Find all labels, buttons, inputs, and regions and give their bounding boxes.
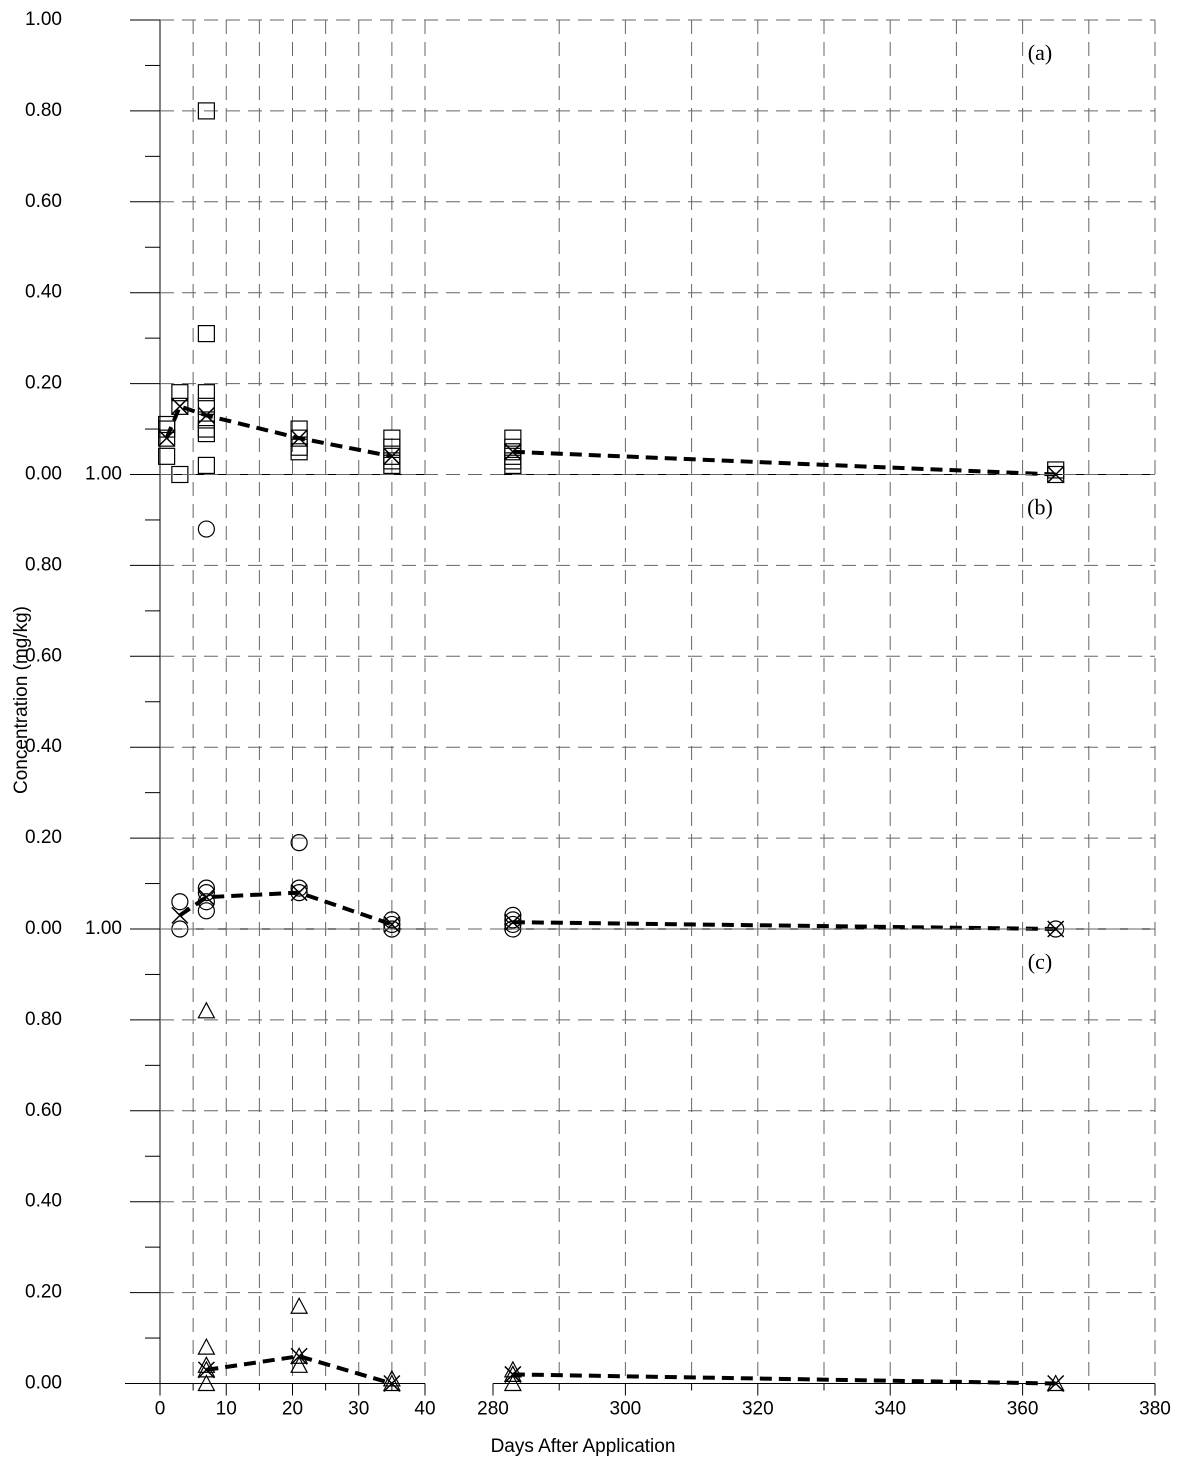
sample-point	[197, 411, 215, 429]
y-tick-label: 1.00	[85, 918, 122, 939]
sample-point	[290, 1296, 309, 1314]
sample-point	[290, 879, 308, 897]
mean-marker	[504, 1365, 522, 1383]
y-tick-label: 0.00	[25, 464, 62, 485]
sample-point	[197, 420, 215, 438]
sample-point	[197, 884, 215, 902]
y-tick-label: 0.00	[25, 918, 62, 939]
y-tick-label: 0.20	[25, 373, 62, 394]
mean-marker	[290, 429, 308, 447]
y-tick-label: 0.80	[25, 1009, 62, 1030]
x-tick-label: 10	[216, 1399, 237, 1420]
sample-point	[197, 424, 215, 443]
sample-point	[197, 456, 215, 475]
sample-point	[197, 520, 215, 538]
sample-point	[197, 325, 215, 343]
sample-point	[197, 1374, 216, 1392]
mean-marker	[158, 429, 176, 447]
sample-point	[171, 384, 189, 402]
sample-point	[383, 429, 401, 447]
mean-line	[206, 1354, 393, 1386]
mean-line	[178, 890, 393, 927]
mean-marker	[197, 1361, 215, 1379]
x-tick-label: 40	[414, 1399, 435, 1420]
mean-marker	[1047, 1374, 1065, 1393]
sample-point	[197, 102, 215, 120]
mean-marker	[197, 406, 215, 424]
sample-point	[290, 420, 308, 438]
y-tick-label: 0.80	[25, 554, 62, 575]
x-tick-label: 20	[282, 1399, 303, 1420]
mean-marker	[290, 1347, 308, 1365]
sample-point	[290, 443, 308, 461]
sample-point	[382, 1374, 401, 1392]
mean-marker	[383, 1374, 401, 1393]
y-axis-label: Concentration (mg/kg)	[11, 606, 32, 794]
sample-point	[197, 879, 215, 897]
mean-marker	[290, 884, 308, 902]
mean-line	[512, 1372, 1056, 1386]
mean-marker	[1047, 920, 1065, 938]
sample-point	[197, 384, 215, 402]
sample-point	[503, 1374, 522, 1392]
sample-point	[290, 438, 308, 456]
x-tick-label: 380	[1139, 1399, 1171, 1420]
panel-label: (c)	[1028, 949, 1052, 974]
sample-point	[171, 893, 189, 911]
y-tick-label: 0.40	[25, 736, 62, 757]
x-tick-label: 0	[155, 1399, 166, 1420]
y-tick-label: 0.40	[25, 282, 62, 303]
mean-marker	[171, 397, 189, 415]
x-tick-label: 320	[742, 1399, 774, 1420]
sample-point	[383, 456, 401, 475]
sample-point	[171, 397, 189, 415]
y-tick-label: 0.80	[25, 100, 62, 121]
sample-point	[197, 1001, 216, 1019]
y-tick-label: 0.60	[25, 645, 62, 666]
sample-point	[504, 911, 522, 929]
y-tick-label: 0.60	[25, 1100, 62, 1121]
sample-point	[383, 915, 401, 934]
y-tick-label: 0.20	[25, 827, 62, 848]
sample-point	[290, 429, 308, 447]
mean-line	[512, 920, 1056, 931]
sample-point	[290, 1356, 309, 1373]
sample-point	[504, 429, 522, 447]
x-tick-label: 280	[477, 1399, 509, 1420]
sample-point	[158, 429, 176, 447]
sample-point	[504, 915, 522, 934]
mean-marker	[504, 913, 522, 931]
y-tick-label: 0.00	[25, 1373, 62, 1394]
mean-marker	[504, 443, 522, 461]
mean-line	[512, 449, 1056, 477]
x-tick-label: 340	[874, 1399, 906, 1420]
sample-point	[504, 456, 522, 475]
y-tick-label: 1.00	[85, 464, 122, 485]
mean-marker	[171, 906, 189, 924]
mean-marker	[383, 915, 401, 933]
x-tick-label: 300	[610, 1399, 642, 1420]
panel-label: (a)	[1028, 40, 1052, 65]
sample-point	[158, 447, 176, 465]
mean-marker	[383, 447, 401, 465]
sample-point	[197, 902, 215, 920]
sample-point	[197, 1337, 216, 1355]
mean-marker	[197, 888, 215, 906]
mean-marker	[1047, 465, 1065, 484]
x-tick-label: 360	[1007, 1399, 1039, 1420]
y-tick-label: 1.00	[25, 9, 62, 30]
sample-point	[290, 834, 308, 852]
y-tick-label: 0.40	[25, 1191, 62, 1212]
x-tick-label: 30	[348, 1399, 369, 1420]
y-tick-label: 0.20	[25, 1282, 62, 1303]
x-axis-label: Days After Application	[491, 1436, 676, 1457]
panel-label: (b)	[1027, 495, 1053, 520]
y-tick-label: 0.60	[25, 191, 62, 212]
